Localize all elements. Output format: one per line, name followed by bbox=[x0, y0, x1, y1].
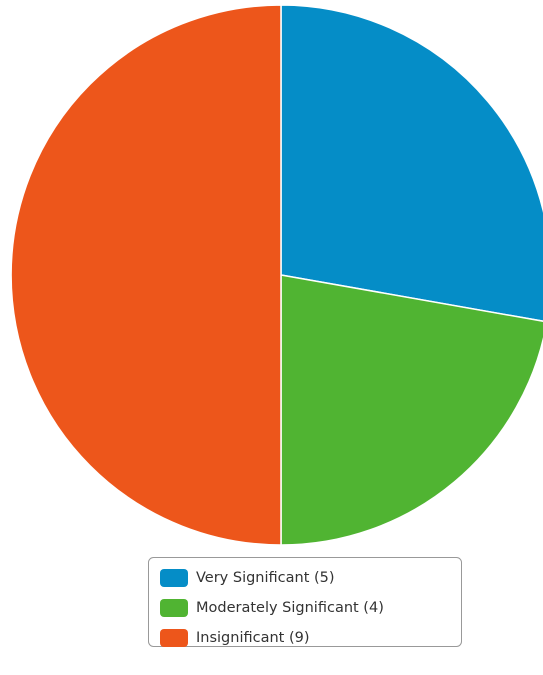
legend-swatch bbox=[160, 569, 188, 587]
legend-box bbox=[148, 557, 462, 647]
legend-label: Insignificant (9) bbox=[196, 630, 310, 646]
legend-swatch bbox=[160, 629, 188, 647]
legend-swatch bbox=[160, 599, 188, 617]
pie-slice bbox=[280, 274, 543, 546]
pie-slice bbox=[280, 4, 543, 322]
legend-label: Moderately Significant (4) bbox=[196, 600, 384, 616]
pie-slice bbox=[10, 4, 282, 546]
legend-label: Very Significant (5) bbox=[196, 570, 335, 586]
